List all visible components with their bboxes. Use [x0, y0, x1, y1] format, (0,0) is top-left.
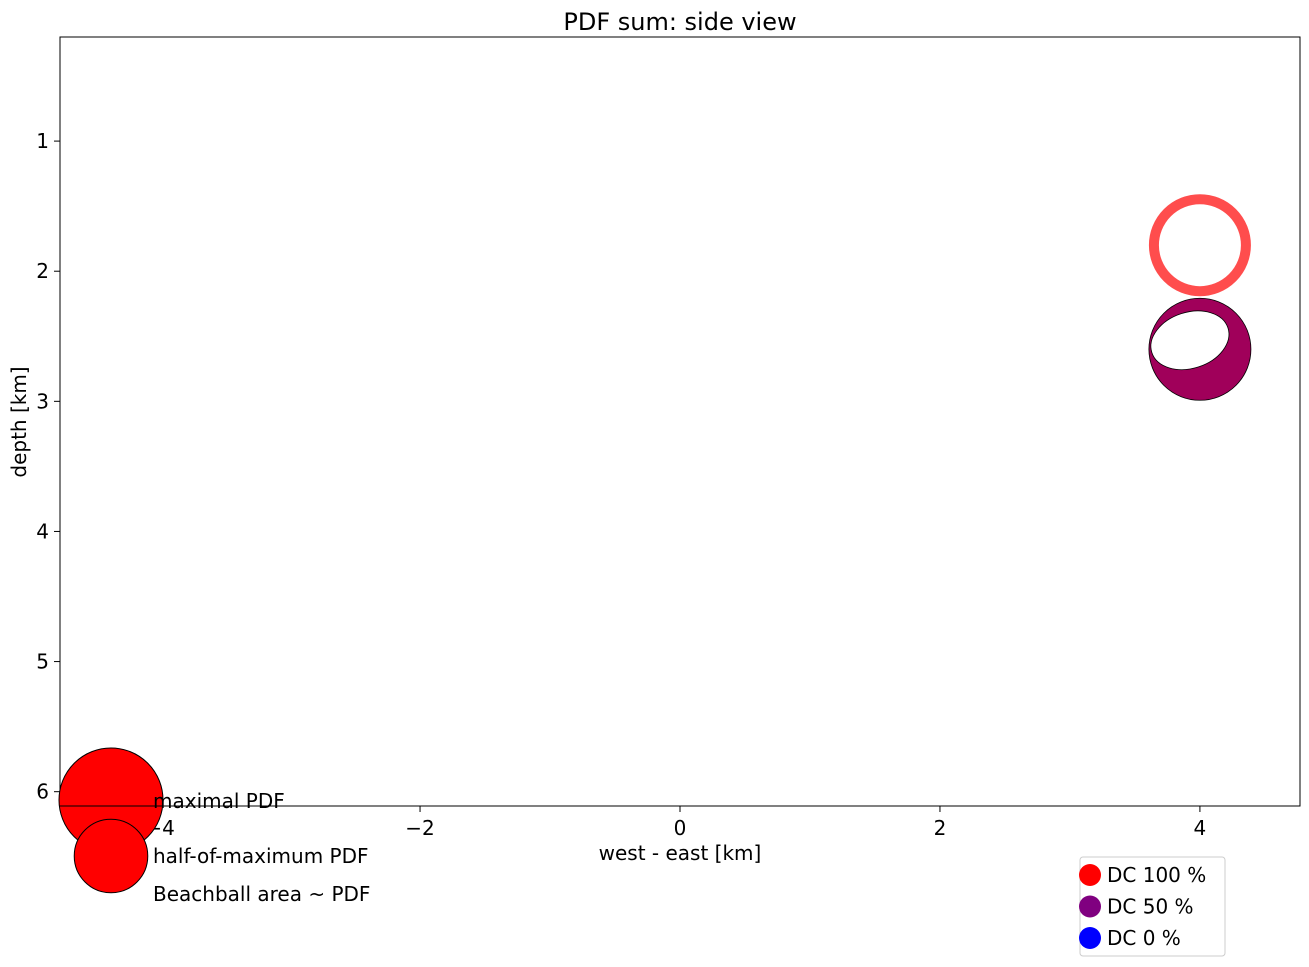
plot-area	[59, 36, 1301, 807]
y-tick-label: 3	[36, 389, 49, 413]
size-legend-note: Beachball area ~ PDF	[153, 882, 370, 906]
y-tick-label: 2	[36, 259, 49, 283]
color-legend-label: DC 0 %	[1107, 926, 1181, 950]
size-legend-marker	[73, 818, 149, 894]
x-tick-label: 2	[934, 816, 947, 840]
source-mark-ring	[1148, 194, 1251, 297]
chart-title: PDF sum: side view	[563, 8, 796, 36]
color-legend-marker	[1079, 895, 1101, 918]
y-tick-label: 1	[36, 129, 49, 153]
x-axis-label: west - east [km]	[599, 841, 762, 865]
size-legend-label: maximal PDF	[153, 789, 285, 813]
y-tick-label: 6	[36, 780, 49, 804]
y-axis-label: depth [km]	[7, 366, 31, 477]
color-legend-marker	[1079, 864, 1101, 886]
color-legend-label: DC 50 %	[1107, 895, 1194, 919]
size-legend: maximal PDF half-of-maximum PDF Beachball …	[58, 747, 370, 906]
color-legend: DC 100 % DC 50 % DC 0 %	[1079, 856, 1226, 957]
x-axis: −4 −2 0 2 4	[145, 806, 1206, 840]
x-tick-label: −2	[405, 816, 434, 840]
y-tick-label: 4	[36, 519, 49, 543]
source-mark-beachball	[1148, 297, 1252, 401]
x-tick-label: 4	[1194, 816, 1207, 840]
data-marks	[1148, 194, 1252, 401]
x-tick-label: 0	[674, 816, 687, 840]
beachball-dilatational	[1150, 310, 1230, 371]
size-legend-label: half-of-maximum PDF	[153, 844, 369, 868]
color-legend-marker	[1079, 927, 1101, 949]
color-legend-label: DC 100 %	[1107, 863, 1206, 887]
y-tick-label: 5	[36, 650, 49, 674]
y-axis: 1 2 3 4 5 6	[36, 129, 60, 804]
